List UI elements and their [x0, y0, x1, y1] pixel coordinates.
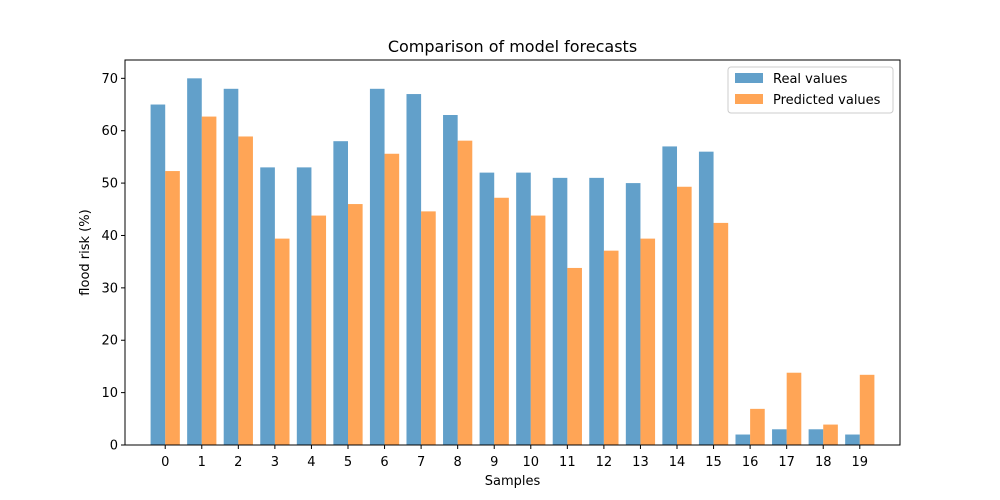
bar-predicted-values-11 — [567, 267, 582, 445]
legend: Real values Predicted values — [727, 66, 894, 114]
x-tick-label: 12 — [596, 455, 613, 470]
y-tick-label: 50 — [101, 177, 118, 192]
bar-predicted-values-9 — [494, 197, 509, 445]
plot-frame — [124, 59, 901, 446]
y-axis-ticks: 0 10 20 30 40 50 60 70 — [101, 72, 125, 454]
x-tick-label: 11 — [559, 455, 576, 470]
bar-predicted-values-6 — [384, 153, 400, 445]
bar-predicted-values-8 — [457, 140, 473, 445]
bar-predicted-values-14 — [677, 186, 692, 445]
bar-real-values-15 — [698, 151, 714, 445]
legend-label-predicted: Predicted values — [773, 93, 881, 108]
bar-real-values-0 — [150, 104, 166, 446]
bars-group — [150, 78, 875, 446]
bar-predicted-values-1 — [201, 116, 217, 446]
x-tick-label: 18 — [815, 455, 832, 470]
x-tick-label: 4 — [307, 455, 315, 470]
bar-real-values-16 — [735, 434, 751, 445]
x-tick-label: 3 — [271, 455, 279, 470]
bar-real-values-18 — [808, 429, 824, 445]
bar-predicted-values-15 — [713, 222, 729, 445]
bar-predicted-values-2 — [238, 136, 253, 445]
x-tick-label: 15 — [705, 455, 722, 470]
y-tick-label: 0 — [110, 439, 118, 454]
bar-predicted-values-0 — [165, 171, 180, 446]
bar-predicted-values-13 — [640, 238, 656, 445]
x-axis-label: Samples — [485, 474, 541, 489]
bar-real-values-14 — [662, 146, 678, 445]
bar-real-values-6 — [369, 88, 385, 446]
x-tick-label: 10 — [523, 455, 540, 470]
legend-frame — [727, 66, 894, 114]
x-tick-label: 7 — [417, 455, 425, 470]
bar-real-values-13 — [625, 183, 641, 445]
bar-real-values-1 — [187, 78, 202, 445]
bar-real-values-3 — [260, 167, 275, 445]
x-tick-label: 9 — [490, 455, 498, 470]
x-tick-label: 14 — [669, 455, 686, 470]
bar-predicted-values-12 — [603, 250, 619, 445]
x-tick-label: 17 — [778, 455, 795, 470]
bar-predicted-values-5 — [347, 204, 363, 445]
bar-real-values-19 — [845, 434, 860, 445]
bar-real-values-8 — [443, 115, 458, 445]
legend-swatch-predicted — [735, 94, 763, 104]
x-tick-label: 8 — [454, 455, 462, 470]
bar-real-values-4 — [296, 167, 312, 445]
y-tick-label: 60 — [101, 124, 118, 139]
bar-predicted-values-4 — [311, 215, 327, 445]
y-tick-label: 40 — [101, 229, 118, 244]
bar-real-values-7 — [406, 94, 422, 446]
x-tick-label: 2 — [234, 455, 242, 470]
bar-predicted-values-18 — [823, 424, 838, 445]
bar-predicted-values-17 — [786, 372, 802, 445]
bar-predicted-values-3 — [274, 238, 290, 445]
x-tick-label: 5 — [344, 455, 352, 470]
x-tick-label: 6 — [380, 455, 388, 470]
x-axis-ticks: 0 1 2 3 4 5 6 7 8 9 10 11 12 13 14 15 16 17 18 19 — [161, 445, 868, 470]
x-tick-label: 16 — [742, 455, 759, 470]
y-tick-label: 20 — [101, 334, 118, 349]
legend-swatch-real — [735, 73, 763, 83]
bar-predicted-values-16 — [750, 408, 765, 445]
x-tick-label: 0 — [161, 455, 169, 470]
x-tick-label: 19 — [852, 455, 869, 470]
bar-real-values-17 — [772, 429, 787, 445]
bar-real-values-2 — [223, 88, 239, 446]
bar-predicted-values-10 — [530, 215, 546, 445]
bar-real-values-5 — [333, 141, 348, 445]
legend-label-real: Real values — [773, 72, 848, 87]
bar-predicted-values-7 — [421, 211, 436, 445]
y-tick-label: 70 — [101, 72, 118, 87]
bar-real-values-12 — [589, 177, 604, 445]
bar-predicted-values-19 — [859, 374, 875, 445]
bar-real-values-10 — [516, 172, 531, 445]
chart-title: Comparison of model forecasts — [388, 37, 637, 56]
x-tick-label: 1 — [198, 455, 206, 470]
y-tick-label: 30 — [101, 281, 118, 296]
y-tick-label: 10 — [101, 386, 118, 401]
x-tick-label: 13 — [632, 455, 649, 470]
y-axis-label: flood risk (%) — [78, 209, 93, 295]
bar-real-values-11 — [552, 177, 568, 445]
bar-real-values-9 — [479, 172, 495, 445]
